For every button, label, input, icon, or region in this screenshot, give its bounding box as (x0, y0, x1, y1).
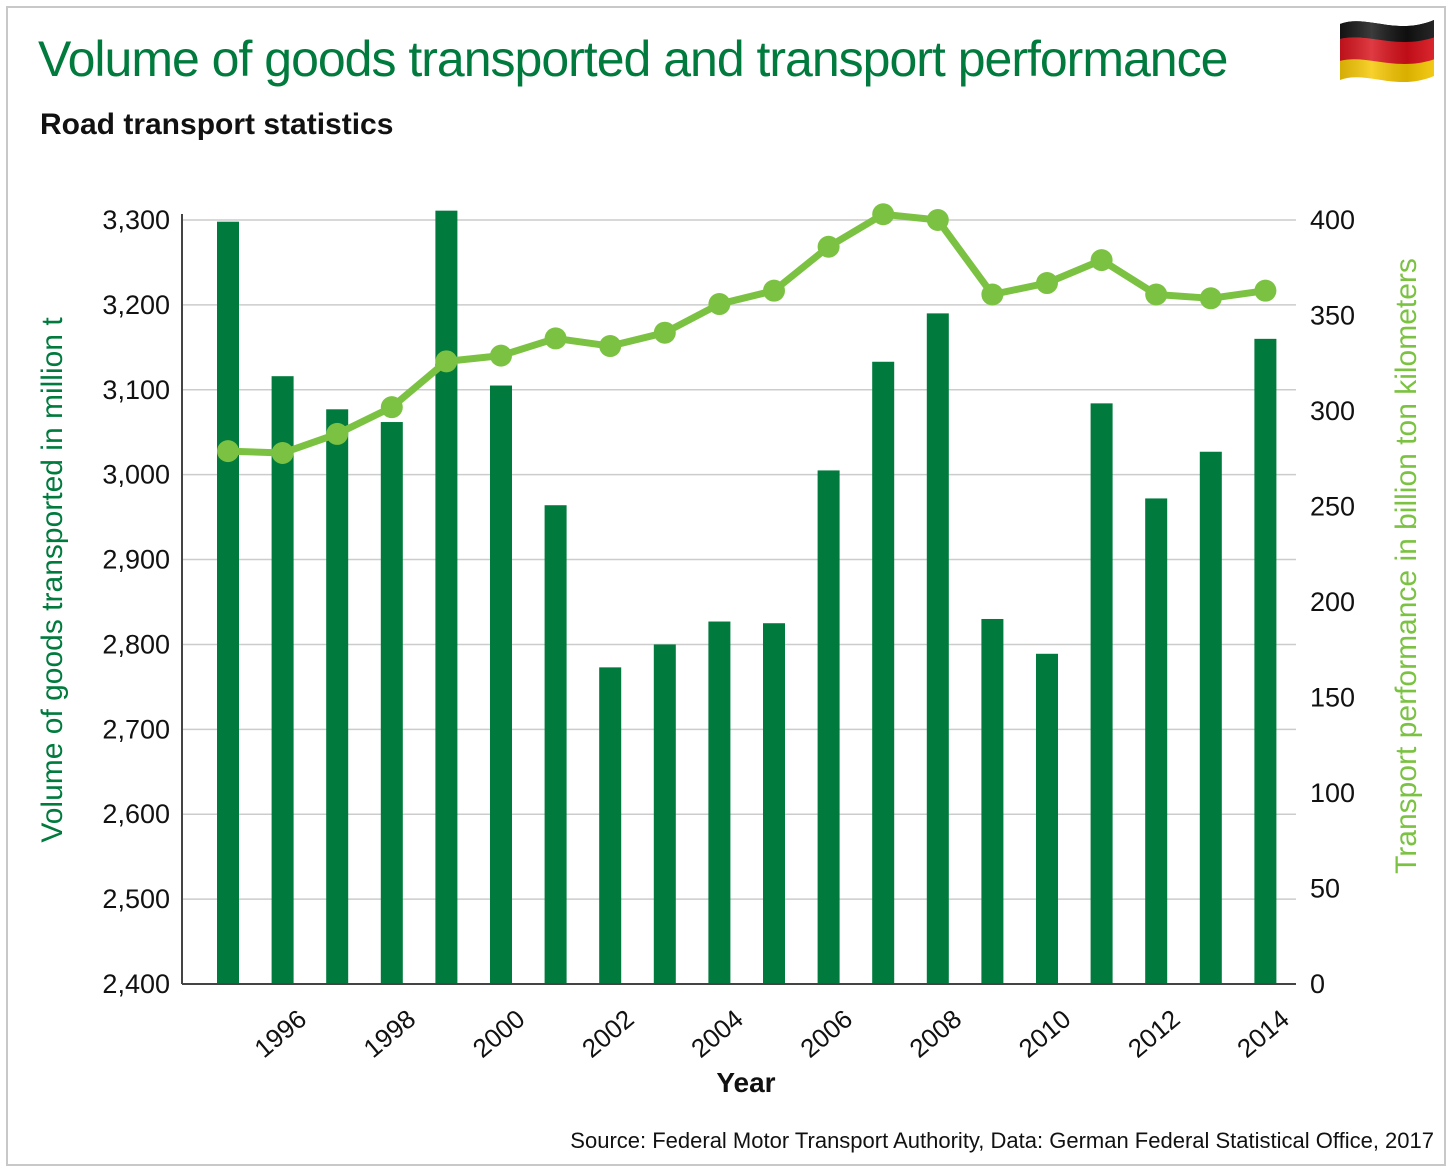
y-tick-label-left: 2,600 (102, 799, 170, 829)
y-tick-label-right: 250 (1310, 492, 1355, 522)
bar-2000 (490, 385, 512, 984)
y-tick-label-right: 350 (1310, 301, 1355, 331)
bar-2008 (926, 313, 949, 984)
line-point-1995 (217, 440, 239, 463)
bar-2005 (763, 623, 785, 984)
bar-2012 (1145, 498, 1168, 984)
line-point-2012 (1145, 283, 1168, 306)
grid-lines (182, 219, 1296, 985)
line-point-2006 (817, 235, 840, 258)
right-axis-ticks: 0 50 100 150 200 250 300 350 400 (1310, 205, 1355, 999)
bar-1998 (380, 422, 403, 985)
bar-2009 (981, 618, 1004, 984)
line-point-2001 (544, 327, 567, 350)
bar-1995 (217, 221, 239, 985)
x-tick-label: 1996 (248, 1003, 312, 1063)
bar-2003 (653, 644, 676, 984)
y-tick-label-left: 2,900 (102, 545, 170, 575)
x-tick-label: 2002 (576, 1003, 640, 1063)
bar-2001 (544, 505, 567, 984)
x-tick-label: 1998 (358, 1003, 422, 1063)
line-point-1997 (326, 422, 349, 445)
bar-2013 (1199, 451, 1222, 984)
line-point-2000 (490, 344, 512, 367)
y-tick-label-right: 150 (1310, 683, 1355, 713)
bar-series (217, 210, 1277, 985)
y-axis-title-right: Transport performance in billion ton kil… (1390, 258, 1423, 874)
german-flag-icon (1340, 20, 1434, 83)
y-tick-label-left: 3,100 (102, 375, 170, 405)
y-tick-label-left: 2,400 (102, 969, 170, 999)
y-tick-label-left: 3,200 (102, 290, 170, 320)
x-tick-label: 2008 (904, 1003, 968, 1063)
y-axis-title-left: Volume of goods transported in million t (36, 317, 69, 843)
line-point-2007 (872, 203, 895, 226)
left-axis-ticks: 2,400 2,500 2,600 2,700 2,800 2,900 3,000 3,100… (102, 205, 170, 999)
x-tick-label: 2006 (794, 1003, 858, 1063)
x-tick-label: 2004 (685, 1003, 749, 1063)
line-point-2010 (1036, 272, 1058, 295)
x-tick-label: 2000 (467, 1003, 531, 1063)
line-point-2013 (1199, 287, 1222, 310)
y-tick-label-right: 400 (1310, 205, 1355, 235)
bar-2002 (599, 667, 622, 984)
x-axis-title: Year (716, 1067, 775, 1098)
line-point-1999 (435, 350, 458, 373)
bar-1996 (271, 376, 294, 984)
x-axis-ticks: 1996 1998 2000 2002 2004 2006 2008 2010 2012 2014 (248, 1003, 1294, 1063)
y-tick-label-left: 2,800 (102, 629, 170, 659)
bar-1999 (435, 210, 458, 984)
line-point-2008 (926, 209, 949, 231)
bar-1997 (326, 409, 349, 984)
line-point-2005 (763, 279, 785, 302)
bar-2011 (1090, 403, 1113, 984)
y-tick-label-right: 100 (1310, 778, 1355, 808)
y-tick-label-right: 0 (1310, 969, 1325, 999)
line-point-1998 (380, 396, 403, 419)
line-point-1996 (271, 442, 294, 465)
y-tick-label-left: 2,500 (102, 884, 170, 914)
y-tick-label-left: 3,300 (102, 205, 170, 235)
bar-2006 (817, 470, 840, 984)
bar-2004 (708, 621, 731, 984)
y-tick-label-right: 50 (1310, 874, 1340, 904)
bar-2014 (1254, 338, 1277, 984)
chart-subtitle: Road transport statistics (40, 108, 394, 141)
x-tick-label: 2014 (1231, 1003, 1295, 1063)
line-point-2011 (1090, 249, 1113, 272)
axes (181, 214, 1296, 985)
bar-2007 (872, 361, 895, 985)
y-tick-label-right: 300 (1310, 396, 1355, 426)
chart-title: Volume of goods transported and transpor… (38, 31, 1228, 87)
y-tick-label-left: 2,700 (102, 714, 170, 744)
line-point-2009 (981, 283, 1004, 306)
x-tick-label: 2012 (1122, 1003, 1186, 1063)
source-note: Source: Federal Motor Transport Authorit… (570, 1128, 1434, 1153)
bar-2010 (1036, 653, 1058, 984)
line-point-2004 (708, 293, 731, 316)
y-tick-label-right: 200 (1310, 587, 1355, 617)
line-point-2003 (653, 321, 676, 344)
line-series (217, 203, 1277, 465)
x-tick-label: 2010 (1013, 1003, 1077, 1063)
line-point-2014 (1254, 279, 1277, 302)
line-point-2002 (599, 335, 622, 358)
y-tick-label-left: 3,000 (102, 460, 170, 490)
